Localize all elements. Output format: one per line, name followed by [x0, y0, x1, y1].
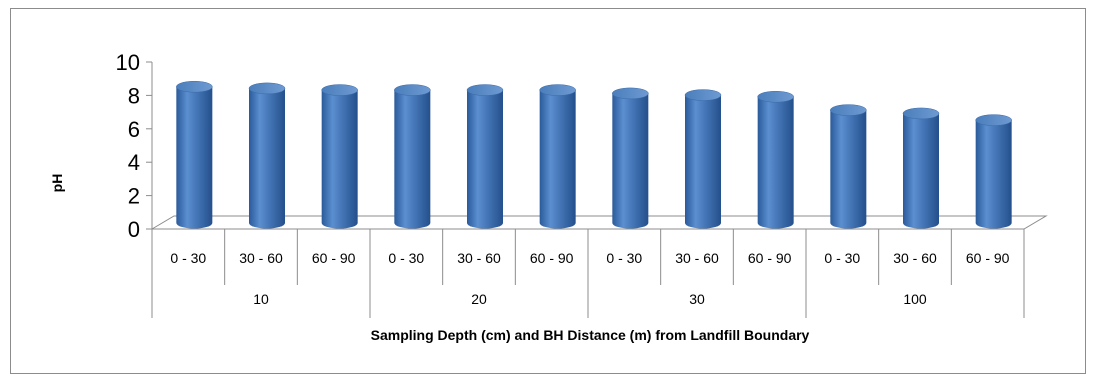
bar	[757, 90, 794, 229]
bar-body	[176, 86, 213, 229]
bar	[394, 84, 431, 229]
bar-body	[903, 113, 939, 229]
x-tick-label: 0 - 30	[170, 250, 206, 266]
x-tick-label: 0 - 30	[388, 250, 424, 266]
bar-top	[539, 84, 576, 96]
x-group-label: 100	[903, 291, 927, 307]
bar-top	[757, 90, 794, 103]
bar	[612, 87, 649, 229]
x-tick-label: 60 - 90	[966, 250, 1010, 266]
bar-top	[321, 84, 358, 96]
y-tick-label: 6	[128, 117, 140, 142]
bar	[975, 114, 1012, 229]
x-group-label: 30	[689, 291, 705, 307]
bar	[248, 82, 286, 229]
bar-top	[830, 104, 867, 116]
x-axis-title: Sampling Depth (cm) and BH Distance (m) …	[371, 327, 810, 343]
bar-body	[975, 120, 1012, 229]
x-tick-label: 0 - 30	[606, 250, 642, 266]
bar-body	[539, 90, 576, 229]
bar-series	[176, 80, 1012, 229]
bar-top	[975, 114, 1012, 126]
x-tick-label: 60 - 90	[530, 250, 574, 266]
bar-body	[685, 95, 721, 229]
bar-top	[466, 84, 504, 96]
x-group-label: 10	[253, 291, 269, 307]
x-tick-label: 60 - 90	[748, 250, 792, 266]
bar-top	[248, 82, 286, 95]
axis-labels: 0 2 4 6 8 10 0 - 30 30 - 60 60 - 90 0 - 30 30 - 60…	[116, 50, 1010, 307]
x-tick-label: 30 - 60	[675, 250, 719, 266]
x-tick-label: 30 - 60	[457, 250, 501, 266]
y-tick-label: 8	[128, 83, 140, 108]
y-tick-label: 4	[128, 150, 140, 175]
bar	[684, 89, 722, 229]
bar	[539, 84, 576, 229]
bar-body	[830, 110, 867, 229]
bar-top	[612, 87, 649, 100]
y-tick-label: 2	[128, 184, 140, 209]
x-tick-label: 30 - 60	[239, 250, 283, 266]
bar	[321, 84, 358, 229]
bar-top	[394, 84, 431, 96]
bar	[176, 80, 213, 229]
bar-top	[902, 107, 940, 120]
y-tick-label: 0	[128, 217, 140, 242]
x-tick-label: 0 - 30	[824, 250, 860, 266]
bar	[466, 84, 504, 229]
x-tick-label: 60 - 90	[312, 250, 356, 266]
x-group-label: 20	[471, 291, 487, 307]
bar-top	[176, 80, 213, 93]
y-axis-title: pH	[49, 174, 65, 193]
bar-body	[394, 90, 431, 229]
y-tick-label: 10	[116, 50, 140, 75]
axes	[146, 61, 1025, 318]
bar-body	[757, 96, 794, 229]
bar-body	[467, 90, 503, 229]
bar-body	[321, 90, 358, 229]
x-tick-label: 30 - 60	[893, 250, 937, 266]
bar-body	[249, 88, 285, 229]
bar-top	[684, 89, 722, 101]
bar-body	[612, 93, 649, 229]
bar	[830, 104, 867, 229]
bar	[902, 107, 940, 229]
